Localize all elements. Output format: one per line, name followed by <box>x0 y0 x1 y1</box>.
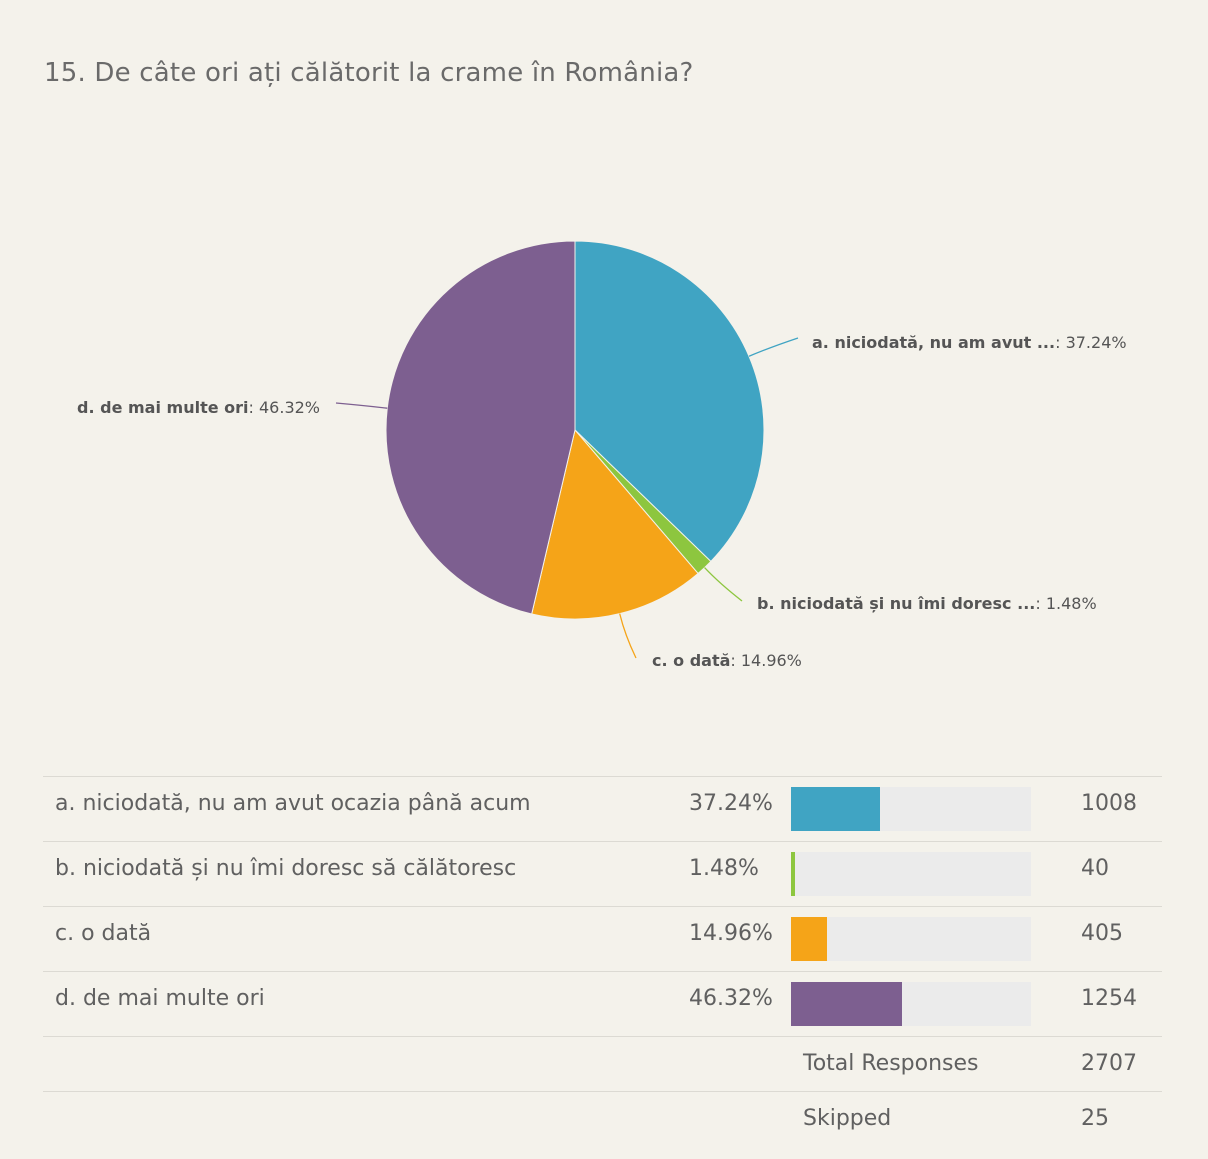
pie-data-label-name: a. niciodată, nu am avut ... <box>812 333 1055 352</box>
pie-data-label-name: b. niciodată și nu îmi doresc ... <box>757 594 1035 613</box>
table-row: a. niciodată, nu am avut ocazia până acu… <box>43 776 1162 841</box>
pie-data-label-value: : 14.96% <box>730 651 801 670</box>
pie-slice-c[interactable] <box>531 428 699 620</box>
answer-label: a. niciodată, nu am avut ocazia până acu… <box>55 791 531 816</box>
total-responses-label: Total Responses <box>803 1051 979 1076</box>
pie-leader-line <box>704 567 743 602</box>
pie-slice-a[interactable] <box>574 240 765 563</box>
pie-data-label: a. niciodată, nu am avut ...: 37.24% <box>812 333 1127 352</box>
answer-count: 1254 <box>1081 986 1137 1011</box>
answer-bar-fill <box>791 917 827 961</box>
table-row: c. o dată 14.96% 405 <box>43 906 1162 971</box>
results-table: a. niciodată, nu am avut ocazia până acu… <box>43 776 1162 1146</box>
pie-data-label-name: c. o dată <box>652 651 730 670</box>
answer-count: 1008 <box>1081 791 1137 816</box>
answer-percent: 46.32% <box>689 986 773 1011</box>
question-title: 15. De câte ori ați călătorit la crame î… <box>44 58 694 88</box>
table-row: b. niciodată și nu îmi doresc să călător… <box>43 841 1162 906</box>
total-responses-row: Total Responses 2707 <box>43 1036 1162 1091</box>
pie-chart-svg: a. niciodată, nu am avut ...: 37.24% b. n… <box>77 240 1127 670</box>
pie-data-label: c. o dată: 14.96% <box>652 651 802 670</box>
total-responses-value: 2707 <box>1081 1051 1137 1076</box>
answer-label: c. o dată <box>55 921 152 946</box>
skipped-value: 25 <box>1081 1106 1109 1131</box>
pie-slice-d[interactable] <box>385 240 576 615</box>
answer-percent: 37.24% <box>689 791 773 816</box>
pie-leader-line <box>748 337 799 357</box>
answer-percent: 14.96% <box>689 921 773 946</box>
answer-label: d. de mai multe ori <box>55 986 265 1011</box>
answer-bar-track <box>791 917 1031 961</box>
pie-data-label-name: d. de mai multe ori <box>77 398 248 417</box>
answer-bar-track <box>791 982 1031 1026</box>
answer-bar-track <box>791 787 1031 831</box>
answer-bar-fill <box>791 787 881 831</box>
pie-leader-line <box>335 402 388 409</box>
skipped-label: Skipped <box>803 1106 892 1131</box>
answer-percent: 1.48% <box>689 856 759 881</box>
answer-count: 405 <box>1081 921 1123 946</box>
pie-leader-line <box>619 613 637 659</box>
answer-bar-fill <box>791 852 795 896</box>
pie-data-label-value: : 46.32% <box>249 398 320 417</box>
pie-data-label: d. de mai multe ori: 46.32% <box>77 398 320 417</box>
pie-chart: a. niciodată, nu am avut ...: 37.24% b. n… <box>77 240 1127 670</box>
skipped-row: Skipped 25 <box>43 1091 1162 1146</box>
answer-label: b. niciodată și nu îmi doresc să călător… <box>55 856 517 881</box>
answer-bar-fill <box>791 982 903 1026</box>
answer-bar-track <box>791 852 1031 896</box>
answer-count: 40 <box>1081 856 1109 881</box>
table-row: d. de mai multe ori 46.32% 1254 <box>43 971 1162 1036</box>
pie-data-label: b. niciodată și nu îmi doresc ...: 1.48% <box>757 594 1097 613</box>
pie-data-label-value: : 1.48% <box>1035 594 1096 613</box>
pie-data-label-value: : 37.24% <box>1055 333 1126 352</box>
